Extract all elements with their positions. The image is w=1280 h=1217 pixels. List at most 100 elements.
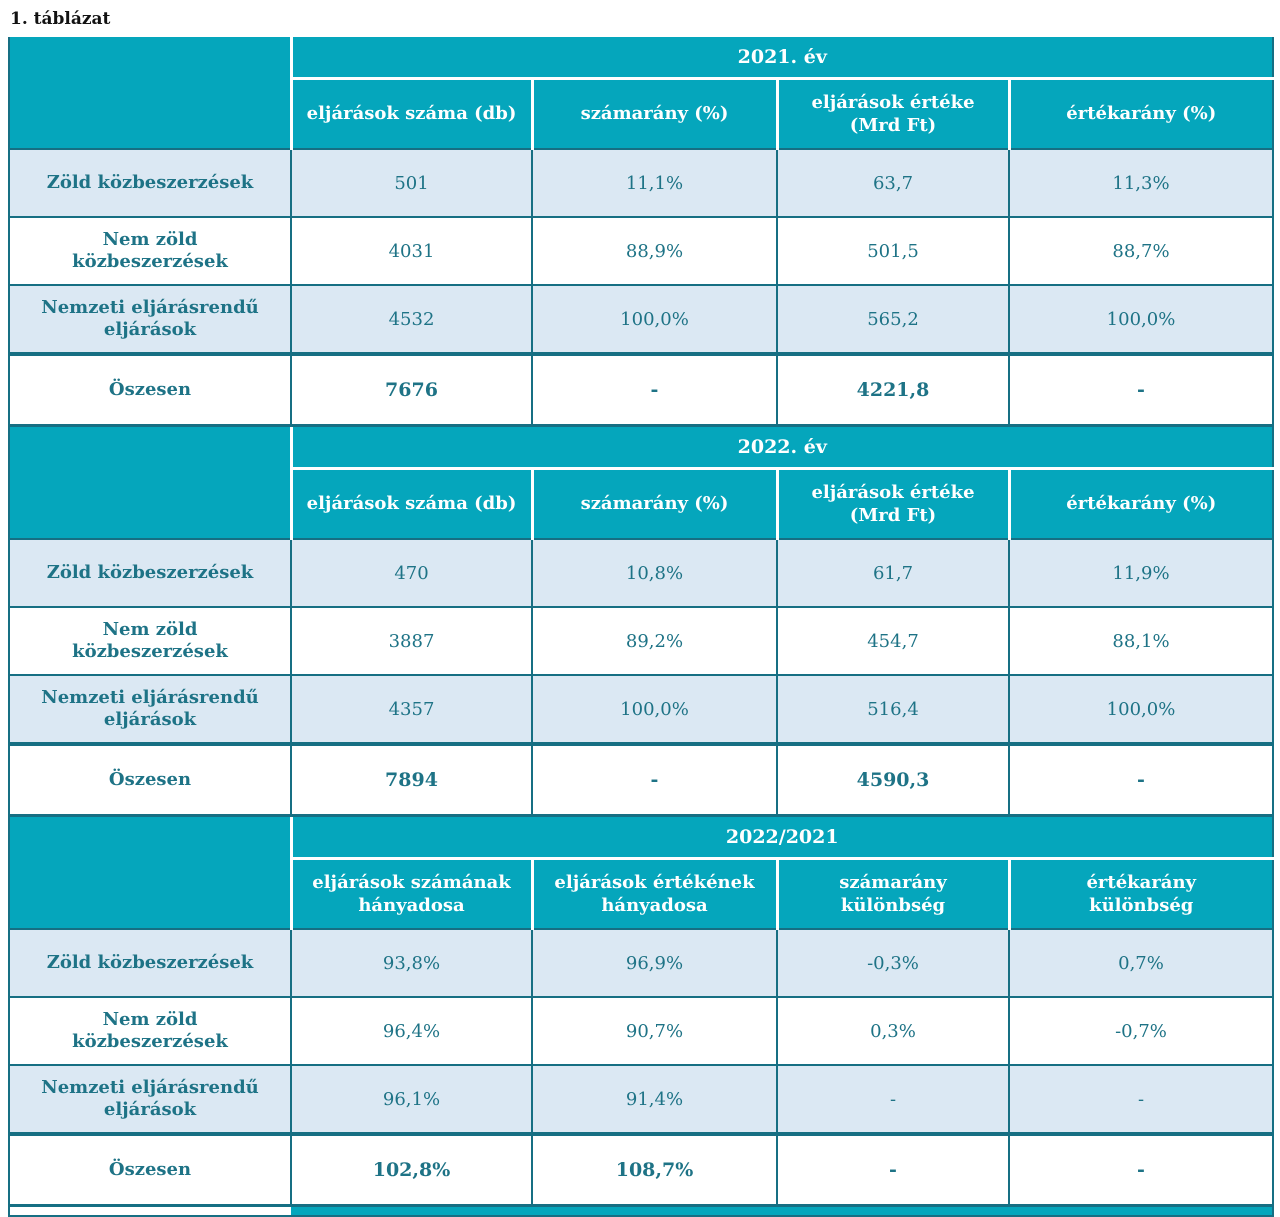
cell-value: 11,3% (1008, 148, 1274, 218)
column-header-row: eljárások száma (db) számarány (%) eljár… (9, 78, 1273, 150)
cell-value: 100,0% (1008, 284, 1274, 355)
row-label: Nem zöld közbeszerzések (8, 216, 292, 286)
table-row: Nemzeti eljárásrendű eljárások 4532 100,… (8, 284, 1274, 355)
cell-value: 100,0% (1008, 674, 1274, 745)
total-row: Öszesen 7894 - 4590,3 - (8, 742, 1274, 817)
cell-value: 100,0% (531, 674, 778, 745)
table-row: Nem zöld közbeszerzések 4031 88,9% 501,5… (8, 216, 1274, 286)
row-label: Nemzeti eljárásrendű eljárások (8, 674, 292, 745)
cell-value: 0,7% (1008, 928, 1274, 998)
cell-value: -0,3% (776, 928, 1010, 998)
cell-value: 4590,3 (776, 742, 1010, 817)
cell-value: 4031 (290, 216, 533, 286)
section-year-label: 2021. év (291, 37, 1273, 80)
section-year-row: 2022. év (9, 425, 1273, 539)
procurement-table: 2021. év eljárások száma (db) számarány … (8, 37, 1274, 1217)
row-label: Nem zöld közbeszerzések (8, 996, 292, 1066)
row-label: Nemzeti eljárásrendű eljárások (8, 284, 292, 355)
table-row: Nemzeti eljárásrendű eljárások 4357 100,… (8, 674, 1274, 745)
column-header: eljárások értékének hányadosa (530, 858, 777, 930)
cell-value: 102,8% (290, 1132, 533, 1207)
cell-value: 90,7% (531, 996, 778, 1066)
row-label: Zöld közbeszerzések (8, 148, 292, 218)
corner-cell (9, 425, 293, 539)
cell-value: 516,4 (776, 674, 1010, 745)
cell-value: 4532 (290, 284, 533, 355)
cell-value: 61,7 (776, 538, 1010, 608)
cell-value: -0,7% (1008, 996, 1274, 1066)
row-label: Öszesen (8, 352, 292, 427)
column-header: számarány (%) (530, 78, 777, 150)
row-label: Öszesen (8, 742, 292, 817)
cell-value: - (1008, 1132, 1274, 1207)
section-year-label: 2022/2021 (291, 815, 1273, 860)
section-year-row: 2021. év (9, 37, 1273, 149)
corner-cell (9, 37, 293, 149)
table-row: Zöld közbeszerzések 93,8% 96,9% -0,3% 0,… (8, 928, 1274, 998)
cell-value: 11,1% (531, 148, 778, 218)
column-header: értékarány különbség (1007, 858, 1273, 930)
cell-value: - (531, 742, 778, 817)
cell-value: 11,9% (1008, 538, 1274, 608)
column-header: értékarány (%) (1007, 78, 1273, 150)
bottom-strip (291, 1205, 1273, 1216)
column-header: eljárások száma (db) (289, 468, 532, 540)
table-row: Zöld közbeszerzések 501 11,1% 63,7 11,3% (8, 148, 1274, 218)
cell-value: 93,8% (290, 928, 533, 998)
column-header: számarány (%) (530, 468, 777, 540)
cell-value: 4357 (290, 674, 533, 745)
section-year-label: 2022. év (291, 425, 1273, 470)
table-row: Zöld közbeszerzések 470 10,8% 61,7 11,9% (8, 538, 1274, 608)
row-label: Nemzeti eljárásrendű eljárások (8, 1064, 292, 1135)
row-label: Zöld közbeszerzések (8, 538, 292, 608)
cell-value: 501,5 (776, 216, 1010, 286)
row-label: Nem zöld közbeszerzések (8, 606, 292, 676)
row-label: Öszesen (8, 1132, 292, 1207)
cell-value: - (1008, 352, 1274, 427)
column-header: értékarány (%) (1007, 468, 1273, 540)
column-header: eljárások értéke (Mrd Ft) (775, 468, 1009, 540)
section-year-row: 2022/2021 (9, 815, 1273, 929)
cell-value: 10,8% (531, 538, 778, 608)
cell-value: 565,2 (776, 284, 1010, 355)
bottom-strip-row (9, 1205, 1273, 1216)
cell-value: - (531, 352, 778, 427)
cell-value: - (1008, 1064, 1274, 1135)
column-header-row: eljárások száma (db) számarány (%) eljár… (9, 468, 1273, 540)
bottom-strip-gap (9, 1205, 291, 1216)
cell-value: 88,7% (1008, 216, 1274, 286)
cell-value: 4221,8 (776, 352, 1010, 427)
cell-value: 470 (290, 538, 533, 608)
column-header: eljárások értéke (Mrd Ft) (775, 78, 1009, 150)
cell-value: - (776, 1132, 1010, 1207)
total-row: Öszesen 102,8% 108,7% - - (8, 1132, 1274, 1207)
cell-value: 91,4% (531, 1064, 778, 1135)
cell-value: 7676 (290, 352, 533, 427)
table-row: Nem zöld közbeszerzések 96,4% 90,7% 0,3%… (8, 996, 1274, 1066)
cell-value: 7894 (290, 742, 533, 817)
cell-value: 454,7 (776, 606, 1010, 676)
row-label: Zöld közbeszerzések (8, 928, 292, 998)
cell-value: 88,1% (1008, 606, 1274, 676)
cell-value: 0,3% (776, 996, 1010, 1066)
table-row: Nemzeti eljárásrendű eljárások 96,1% 91,… (8, 1064, 1274, 1135)
column-header: eljárások száma (db) (289, 78, 532, 150)
cell-value: 96,4% (290, 996, 533, 1066)
table-title: 1. táblázat (10, 9, 111, 29)
cell-value: 108,7% (531, 1132, 778, 1207)
cell-value: 100,0% (531, 284, 778, 355)
cell-value: - (1008, 742, 1274, 817)
table-row: Nem zöld közbeszerzések 3887 89,2% 454,7… (8, 606, 1274, 676)
column-header: számarány különbség (775, 858, 1009, 930)
column-header: eljárások számának hányadosa (289, 858, 532, 930)
cell-value: 501 (290, 148, 533, 218)
cell-value: - (776, 1064, 1010, 1135)
cell-value: 96,9% (531, 928, 778, 998)
cell-value: 3887 (290, 606, 533, 676)
cell-value: 96,1% (290, 1064, 533, 1135)
cell-value: 63,7 (776, 148, 1010, 218)
cell-value: 88,9% (531, 216, 778, 286)
column-header-row: eljárások számának hányadosa eljárások é… (9, 858, 1273, 930)
total-row: Öszesen 7676 - 4221,8 - (8, 352, 1274, 427)
corner-cell (9, 815, 293, 929)
